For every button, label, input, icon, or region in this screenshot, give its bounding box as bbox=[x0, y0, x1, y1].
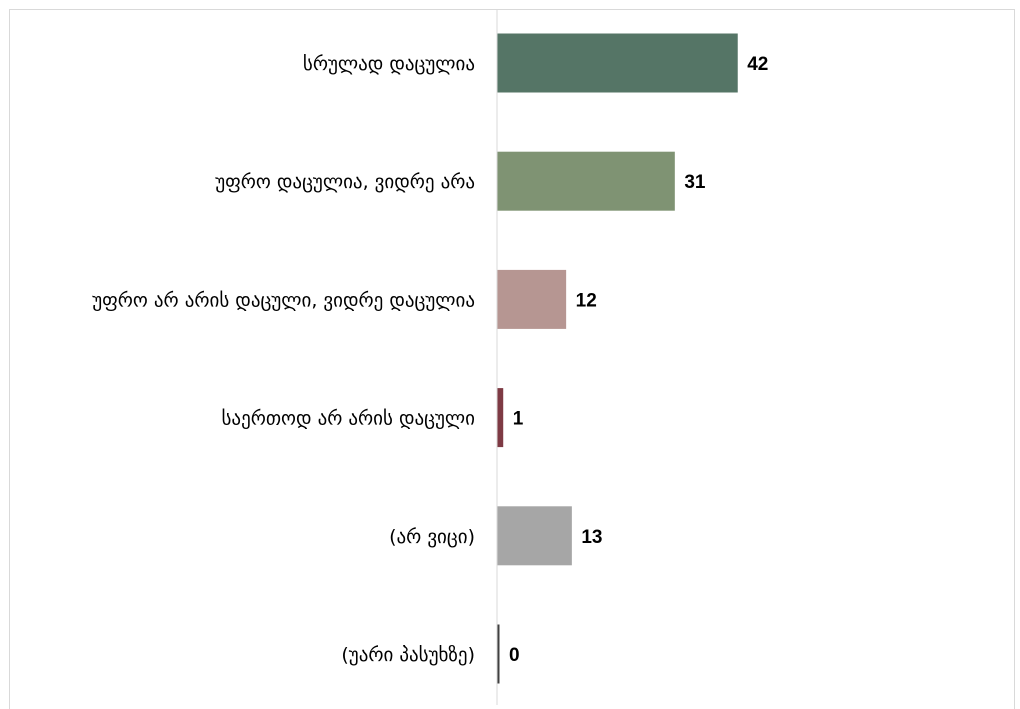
category-label: უფრო არ არის დაცული, ვიდრე დაცულია bbox=[92, 289, 475, 311]
category-label: უფრო დაცულია, ვიდრე არა bbox=[215, 171, 475, 193]
data-label: 1 bbox=[513, 409, 524, 430]
category-label: (არ ვიცი) bbox=[389, 526, 475, 548]
category-label: საერთოდ არ არის დაცული bbox=[222, 408, 476, 430]
data-label: 31 bbox=[684, 172, 706, 193]
data-label: 13 bbox=[581, 527, 602, 548]
bar bbox=[497, 388, 504, 448]
data-label: 12 bbox=[576, 290, 597, 311]
category-label: (უარი პასუხზე) bbox=[341, 644, 475, 666]
bar bbox=[497, 624, 500, 684]
category-label: სრულად დაცულია bbox=[303, 53, 475, 75]
bar bbox=[497, 269, 567, 329]
bar bbox=[497, 506, 572, 566]
bar bbox=[497, 33, 738, 93]
data-label: 42 bbox=[747, 54, 768, 75]
bar bbox=[497, 151, 675, 211]
data-label: 0 bbox=[509, 645, 520, 666]
chart-frame bbox=[9, 9, 1015, 709]
